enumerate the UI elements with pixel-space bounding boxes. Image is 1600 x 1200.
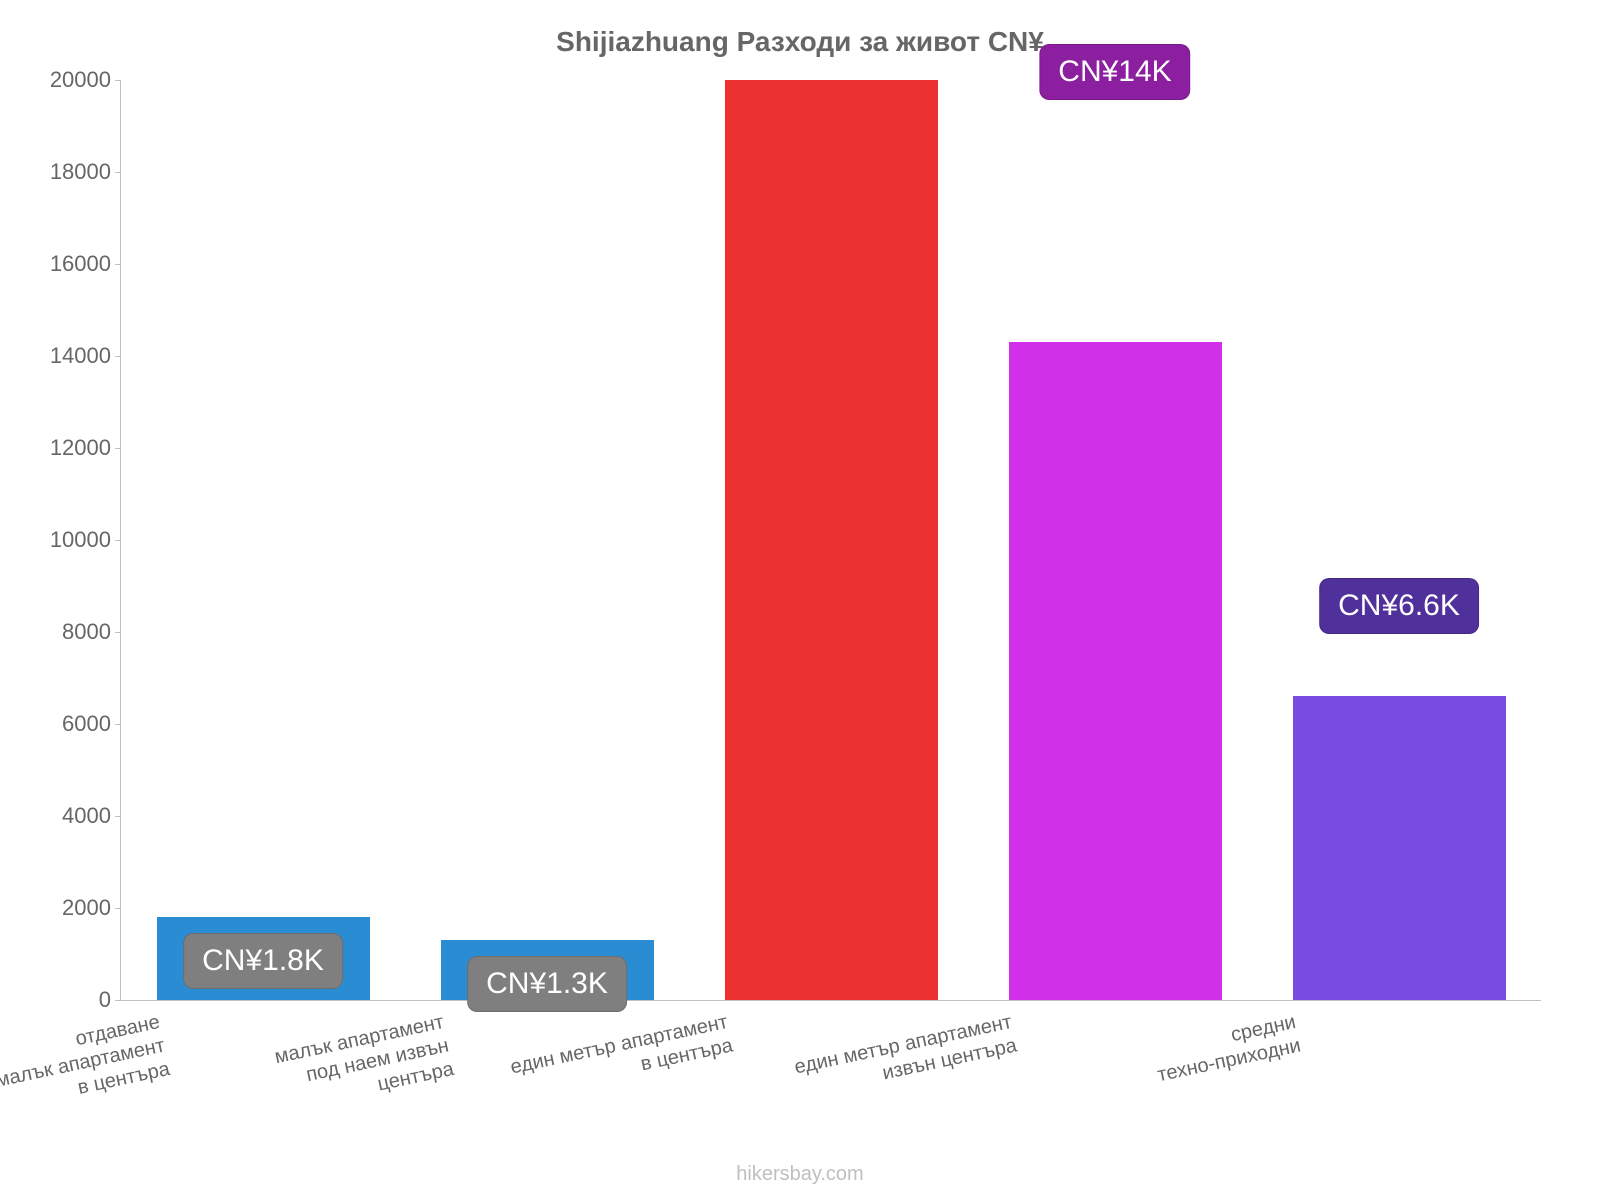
y-axis-tick-label: 10000 bbox=[50, 527, 121, 553]
x-axis-tick-label: един метър апартаментв центъра bbox=[431, 1010, 734, 1119]
x-axis-tick-label: малък апартаментпод наем извънцентъра bbox=[147, 1010, 455, 1143]
y-axis-tick-label: 4000 bbox=[62, 803, 121, 829]
chart-title: Shijiazhuang Разходи за живот CN¥ bbox=[0, 0, 1600, 58]
x-axis-tick-label: един метър апартаментизвън центъра bbox=[715, 1010, 1018, 1119]
y-axis-tick-mark bbox=[115, 80, 121, 81]
attribution-text: hikersbay.com bbox=[0, 1163, 1600, 1186]
y-axis-tick-mark bbox=[115, 1000, 121, 1001]
y-axis-tick-label: 16000 bbox=[50, 251, 121, 277]
y-axis-tick-mark bbox=[115, 264, 121, 265]
chart-container: Shijiazhuang Разходи за живот CN¥ 020004… bbox=[0, 0, 1600, 1200]
y-axis-tick-label: 8000 bbox=[62, 619, 121, 645]
bar-value-badge: CN¥1.3K bbox=[467, 956, 627, 1012]
y-axis-tick-label: 18000 bbox=[50, 159, 121, 185]
chart-bar bbox=[1009, 342, 1222, 1000]
x-axis-tick-label: отдаванепод наем малък апартаментв центъ… bbox=[0, 1010, 171, 1143]
x-axis-tick-label: среднитехно-приходни bbox=[999, 1010, 1302, 1119]
y-axis-tick-mark bbox=[115, 724, 121, 725]
plot-area: 0200040006000800010000120001400016000180… bbox=[120, 80, 1541, 1001]
y-axis-tick-label: 12000 bbox=[50, 435, 121, 461]
y-axis-tick-label: 14000 bbox=[50, 343, 121, 369]
chart-bar bbox=[1293, 696, 1506, 1000]
y-axis-tick-mark bbox=[115, 172, 121, 173]
y-axis-tick-mark bbox=[115, 908, 121, 909]
y-axis-tick-label: 2000 bbox=[62, 895, 121, 921]
chart-bar bbox=[725, 80, 938, 1000]
y-axis-tick-mark bbox=[115, 356, 121, 357]
y-axis-tick-label: 6000 bbox=[62, 711, 121, 737]
y-axis-tick-mark bbox=[115, 816, 121, 817]
bar-value-badge: CN¥14K bbox=[1039, 44, 1190, 100]
y-axis-tick-mark bbox=[115, 540, 121, 541]
bar-value-badge: CN¥6.6K bbox=[1319, 578, 1479, 634]
y-axis-tick-mark bbox=[115, 632, 121, 633]
y-axis-tick-mark bbox=[115, 448, 121, 449]
bar-value-badge: CN¥1.8K bbox=[183, 933, 343, 989]
y-axis-tick-label: 20000 bbox=[50, 67, 121, 93]
